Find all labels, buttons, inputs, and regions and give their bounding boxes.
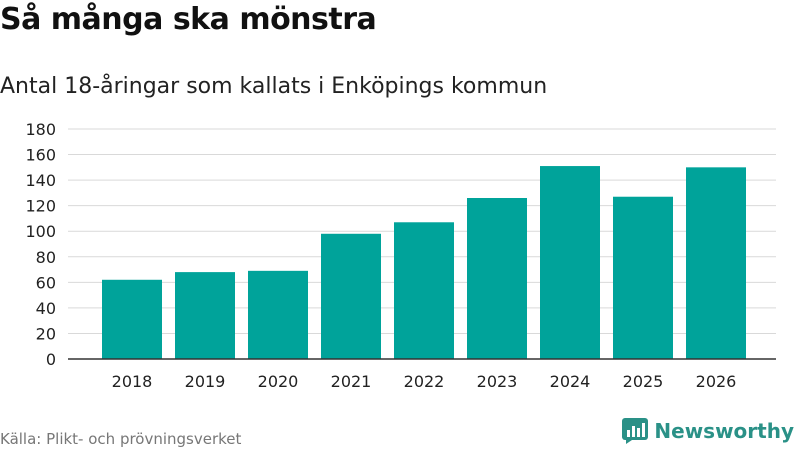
- x-tick-label: 2025: [623, 372, 664, 391]
- y-tick-label: 80: [36, 248, 56, 267]
- x-tick-label: 2020: [258, 372, 299, 391]
- source-note: Källa: Plikt- och prövningsverket: [0, 430, 242, 448]
- x-tick-label: 2021: [331, 372, 372, 391]
- brand-name: Newsworthy: [654, 419, 794, 443]
- bar: [175, 272, 235, 359]
- y-tick-label: 160: [25, 146, 56, 165]
- bar-chart-icon: [622, 418, 649, 444]
- bar: [467, 198, 527, 359]
- bar: [540, 166, 600, 359]
- y-tick-label: 120: [25, 197, 56, 216]
- brand-logo: Newsworthy: [622, 418, 794, 444]
- bar: [248, 270, 308, 359]
- y-tick-label: 20: [36, 324, 56, 343]
- bar: [394, 222, 454, 359]
- y-tick-label: 40: [36, 299, 56, 318]
- x-tick-label: 2024: [550, 372, 591, 391]
- x-tick-label: 2026: [696, 372, 737, 391]
- chart-title: Så många ska mönstra: [0, 2, 377, 37]
- x-tick-label: 2019: [185, 372, 226, 391]
- bar-chart: 0 20 40 60 80 100 120 140 160 180 2018 2019 2020 2021…: [25, 120, 776, 391]
- bar: [102, 279, 162, 359]
- x-tick-label: 2022: [404, 372, 445, 391]
- y-tick-label: 0: [46, 350, 56, 369]
- y-tick-label: 140: [25, 171, 56, 190]
- bar: [613, 196, 673, 359]
- x-tick-label: 2018: [112, 372, 153, 391]
- y-tick-label: 60: [36, 273, 56, 292]
- x-tick-label: 2023: [477, 372, 518, 391]
- y-tick-label: 100: [25, 222, 56, 241]
- bar: [321, 233, 381, 359]
- bar: [686, 167, 746, 359]
- chart-subtitle: Antal 18-åringar som kallats i Enköpings…: [0, 74, 548, 99]
- y-tick-label: 180: [25, 120, 56, 139]
